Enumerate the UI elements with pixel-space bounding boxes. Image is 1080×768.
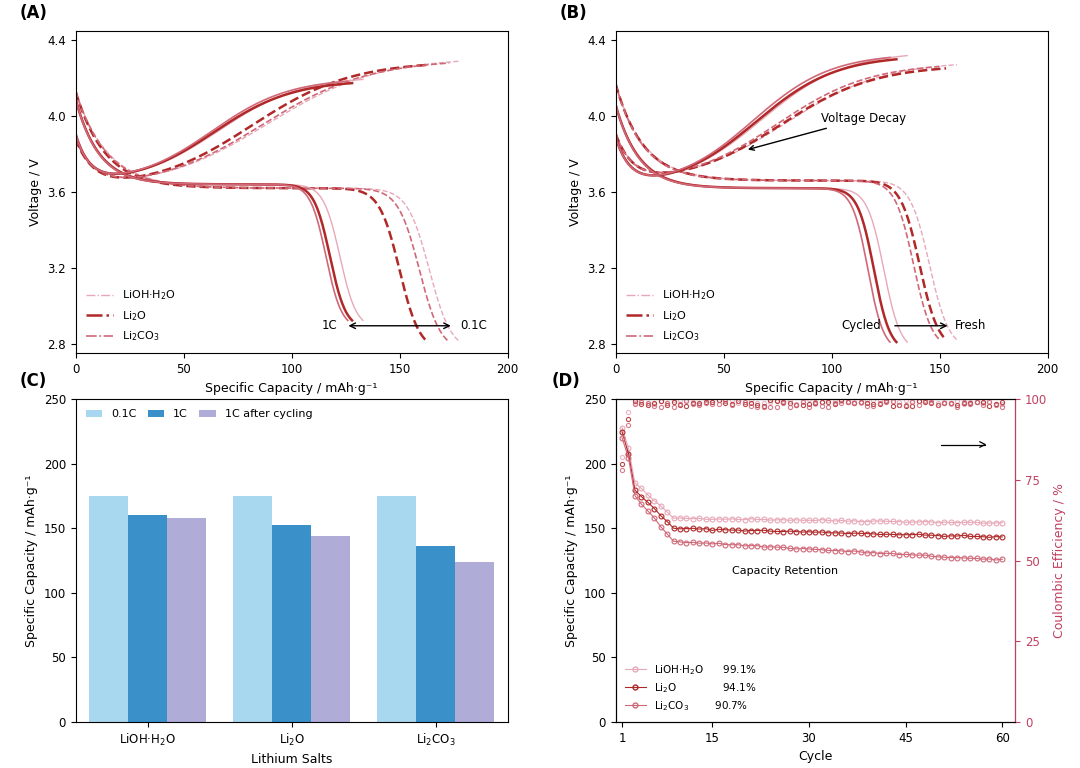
- Text: Fresh: Fresh: [955, 319, 986, 333]
- Legend: LiOH·H$_2$O, Li$_2$O, Li$_2$CO$_3$: LiOH·H$_2$O, Li$_2$O, Li$_2$CO$_3$: [81, 284, 180, 348]
- Bar: [233, 496, 272, 722]
- Legend: LiOH·H$_2$O, Li$_2$O, Li$_2$CO$_3$: LiOH·H$_2$O, Li$_2$O, Li$_2$CO$_3$: [621, 284, 720, 348]
- Y-axis label: Coulombic Efficiency / %: Coulombic Efficiency / %: [1053, 483, 1066, 638]
- Y-axis label: Specific Capacity / mAh·g⁻¹: Specific Capacity / mAh·g⁻¹: [565, 475, 578, 647]
- Text: (C): (C): [19, 372, 46, 390]
- Y-axis label: Voltage / V: Voltage / V: [28, 158, 41, 226]
- Bar: [129, 515, 167, 722]
- X-axis label: Cycle: Cycle: [798, 750, 833, 763]
- Bar: [167, 518, 206, 722]
- Legend: 0.1C, 1C, 1C after cycling: 0.1C, 1C, 1C after cycling: [81, 405, 316, 424]
- Text: 1C: 1C: [321, 319, 337, 333]
- Text: Capacity Retention: Capacity Retention: [731, 565, 838, 575]
- Bar: [377, 496, 416, 722]
- Text: Voltage Decay: Voltage Decay: [750, 112, 906, 151]
- Y-axis label: Specific Capacity / mAh·g⁻¹: Specific Capacity / mAh·g⁻¹: [25, 475, 38, 647]
- Bar: [416, 547, 455, 722]
- Text: (A): (A): [19, 4, 48, 22]
- Bar: [272, 525, 311, 722]
- Bar: [90, 496, 129, 722]
- Text: Cycled: Cycled: [841, 319, 881, 333]
- X-axis label: Specific Capacity / mAh·g⁻¹: Specific Capacity / mAh·g⁻¹: [745, 382, 918, 395]
- X-axis label: Specific Capacity / mAh·g⁻¹: Specific Capacity / mAh·g⁻¹: [205, 382, 378, 395]
- Text: (B): (B): [559, 4, 588, 22]
- Bar: [455, 562, 494, 722]
- Bar: [311, 536, 350, 722]
- X-axis label: Lithium Salts: Lithium Salts: [251, 753, 333, 766]
- Y-axis label: Voltage / V: Voltage / V: [568, 158, 581, 226]
- Text: (D): (D): [552, 372, 580, 390]
- Legend: LiOH·H$_2$O      99.1%, Li$_2$O              94.1%, Li$_2$CO$_3$        90.7%: LiOH·H$_2$O 99.1%, Li$_2$O 94.1%, Li$_2$…: [621, 659, 761, 717]
- Text: 0.1C: 0.1C: [460, 319, 487, 333]
